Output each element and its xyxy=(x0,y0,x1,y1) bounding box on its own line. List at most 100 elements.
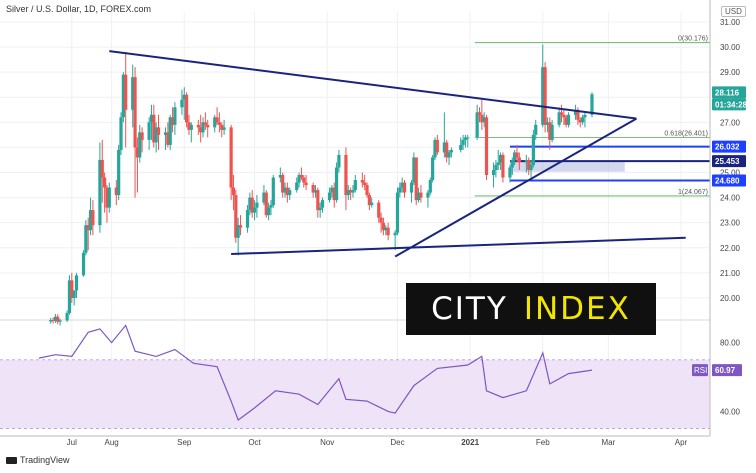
candle-body xyxy=(337,154,341,168)
candle-body xyxy=(114,187,118,196)
candle-body xyxy=(206,124,210,128)
price-tick-label: 29.00 xyxy=(720,68,741,77)
candle-body xyxy=(67,280,72,313)
candle-body xyxy=(445,142,449,158)
fib-label: 0(30.176) xyxy=(678,36,708,43)
candle-body xyxy=(152,114,156,143)
candle-body xyxy=(72,290,76,298)
candle-body xyxy=(147,122,151,140)
candle-body xyxy=(480,114,484,123)
candle-body xyxy=(285,187,289,196)
price-tick-label: 25.00 xyxy=(720,169,741,178)
candle-body xyxy=(431,157,435,181)
candle-body xyxy=(379,217,383,223)
candle-body xyxy=(494,164,498,170)
axis-labels: 20.0021.0022.0023.0024.0025.0026.0027.00… xyxy=(67,18,748,447)
candle-body xyxy=(449,149,453,153)
candle-body xyxy=(53,316,58,322)
candle-body xyxy=(477,112,482,115)
fib-label: 0.618(26.401) xyxy=(664,130,708,137)
rsi-value-tag xyxy=(712,364,742,377)
chart-title: Silver / U.S. Dollar, 1D, FOREX.com xyxy=(6,4,152,14)
candle-body xyxy=(245,210,250,228)
candle-body xyxy=(583,114,587,118)
candle-body xyxy=(271,177,275,206)
time-tick-label: Dec xyxy=(390,438,404,447)
rsi-name: RSI xyxy=(694,366,707,375)
price-tick-label: 21.00 xyxy=(720,269,741,278)
level-tag xyxy=(712,174,746,187)
currency-selector[interactable]: USD xyxy=(721,6,746,17)
candle-body xyxy=(217,122,222,125)
candle-body xyxy=(351,190,355,193)
candle-body xyxy=(283,187,287,193)
candle-body xyxy=(384,227,388,231)
logo-word-1: CITY xyxy=(431,291,508,327)
countdown-tag xyxy=(712,98,746,111)
candle-body xyxy=(318,207,322,211)
candle-body xyxy=(269,205,273,208)
candle-body xyxy=(133,77,137,148)
candle-body xyxy=(545,122,550,125)
candle-body xyxy=(447,152,451,158)
candle-body xyxy=(414,157,418,201)
candle-body xyxy=(529,164,533,170)
candle-body xyxy=(81,252,86,276)
candle-body xyxy=(252,207,257,213)
candle-body xyxy=(557,112,561,125)
candle-body xyxy=(327,192,332,201)
trendline xyxy=(231,236,686,256)
candle-body xyxy=(180,99,184,108)
candle-body xyxy=(255,202,259,208)
time-tick-label: Feb xyxy=(536,438,550,447)
candle-body xyxy=(168,117,172,145)
time-tick-label: Nov xyxy=(320,438,334,447)
candle-body xyxy=(149,114,154,123)
trendline xyxy=(109,50,637,120)
candle-body xyxy=(196,124,200,128)
candle-body xyxy=(138,132,142,158)
horizontal-levels xyxy=(509,145,710,182)
candle-body xyxy=(398,187,402,193)
candle-body xyxy=(395,192,400,233)
brand-name: TradingView xyxy=(20,455,70,465)
rsi-value-text: 60.97 xyxy=(715,366,736,375)
candle-body xyxy=(250,197,254,213)
candle-body xyxy=(156,127,161,135)
candle-body xyxy=(236,225,240,238)
candle-body xyxy=(124,74,128,110)
support-zone xyxy=(509,161,625,172)
candle-body xyxy=(330,187,334,193)
candle-body xyxy=(435,139,439,153)
candle-body xyxy=(475,112,479,138)
level-text: 25.453 xyxy=(715,157,740,166)
rsi-tick-label: 80.00 xyxy=(720,339,741,348)
candle-body xyxy=(199,127,203,133)
rsi-name-tag xyxy=(692,364,708,377)
candle-body xyxy=(517,157,521,163)
candle-body xyxy=(103,177,107,188)
logo-word-2: INDEX xyxy=(523,291,631,327)
candle-body xyxy=(524,159,528,163)
candle-body xyxy=(49,320,53,322)
candle-body xyxy=(590,94,594,115)
candle-body xyxy=(105,187,109,208)
candle-body xyxy=(231,187,236,196)
candle-body xyxy=(281,175,285,193)
level-tag xyxy=(712,140,746,153)
candle-body xyxy=(377,202,381,218)
candle-body xyxy=(84,225,88,253)
candle-body xyxy=(262,192,266,203)
candle-body xyxy=(311,185,315,193)
time-tick-label: 2021 xyxy=(461,438,479,447)
candle-body xyxy=(360,180,364,183)
candle-body xyxy=(566,114,571,125)
candle-body xyxy=(267,207,271,216)
trendlines xyxy=(109,50,686,258)
candle-body xyxy=(222,127,226,130)
candle-body xyxy=(466,137,470,139)
level-text: 24.680 xyxy=(715,177,740,186)
level-tag xyxy=(712,155,746,168)
candle-body xyxy=(346,190,350,196)
